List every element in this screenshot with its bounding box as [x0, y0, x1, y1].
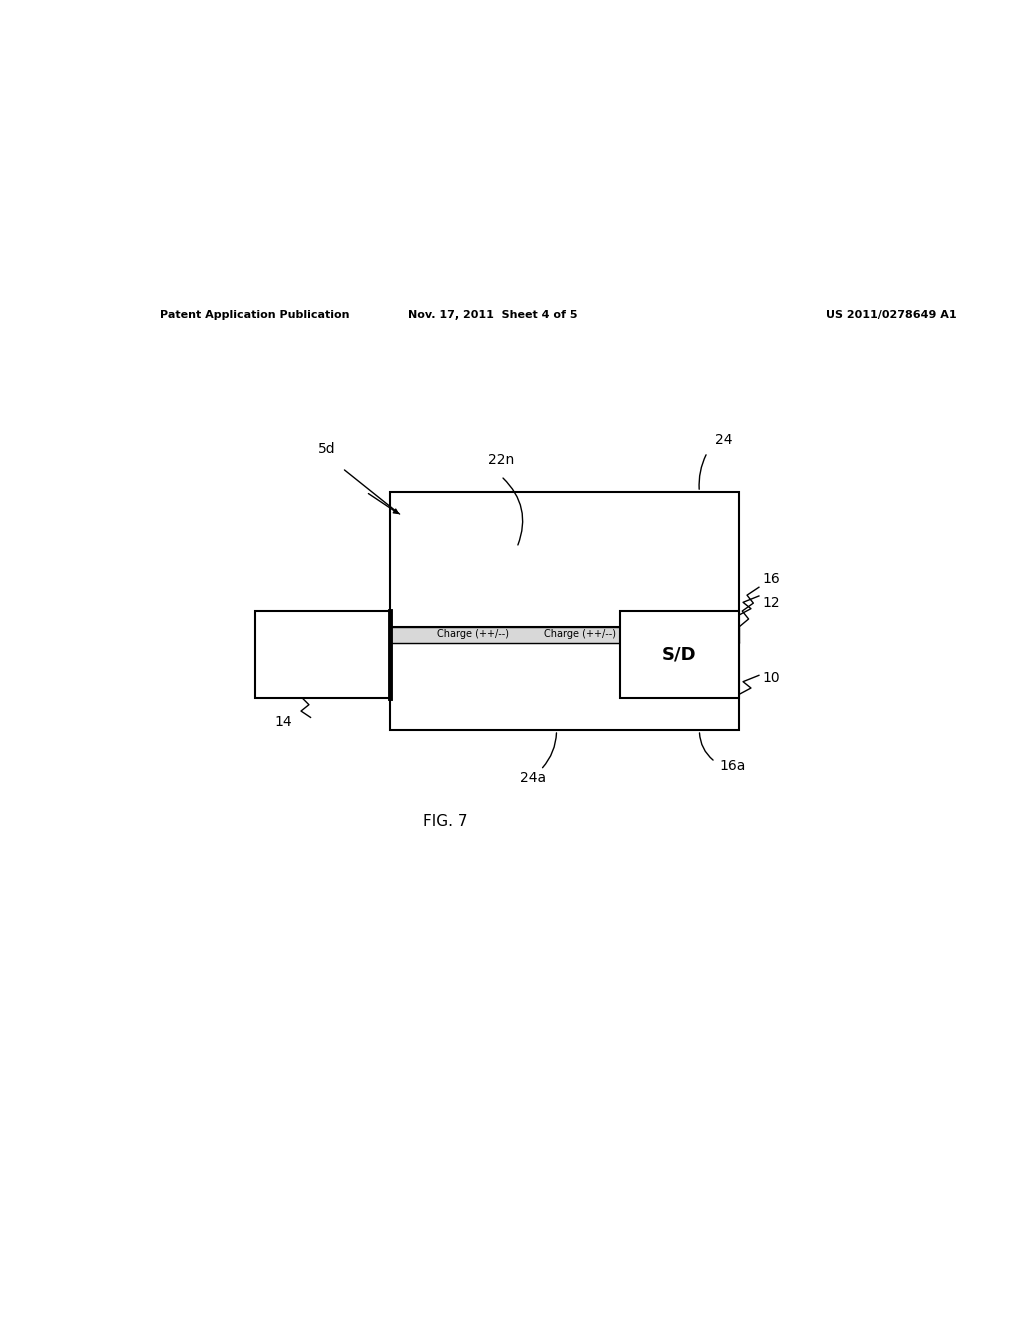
Text: Patent Application Publication: Patent Application Publication [160, 310, 349, 319]
Text: 12: 12 [763, 597, 780, 610]
Bar [255, 611, 390, 698]
Text: 10: 10 [763, 672, 780, 685]
Text: FIG. 7: FIG. 7 [423, 814, 468, 829]
Text: Charge (++/--): Charge (++/--) [545, 630, 616, 639]
Bar [390, 492, 739, 627]
Text: Charge (++/--): Charge (++/--) [437, 630, 509, 639]
Text: 14: 14 [274, 715, 292, 729]
Text: 22n: 22n [487, 453, 514, 467]
Text: 24a: 24a [519, 771, 546, 784]
Text: 5d: 5d [317, 442, 335, 457]
Text: 16a: 16a [719, 759, 745, 772]
Text: 16: 16 [763, 573, 780, 586]
Text: S/D: S/D [663, 645, 697, 664]
Bar [390, 627, 739, 643]
Bar [621, 611, 739, 698]
Text: US 2011/0278649 A1: US 2011/0278649 A1 [826, 310, 957, 319]
Bar [390, 643, 739, 730]
Text: 24: 24 [715, 433, 733, 447]
Text: Nov. 17, 2011  Sheet 4 of 5: Nov. 17, 2011 Sheet 4 of 5 [409, 310, 578, 319]
